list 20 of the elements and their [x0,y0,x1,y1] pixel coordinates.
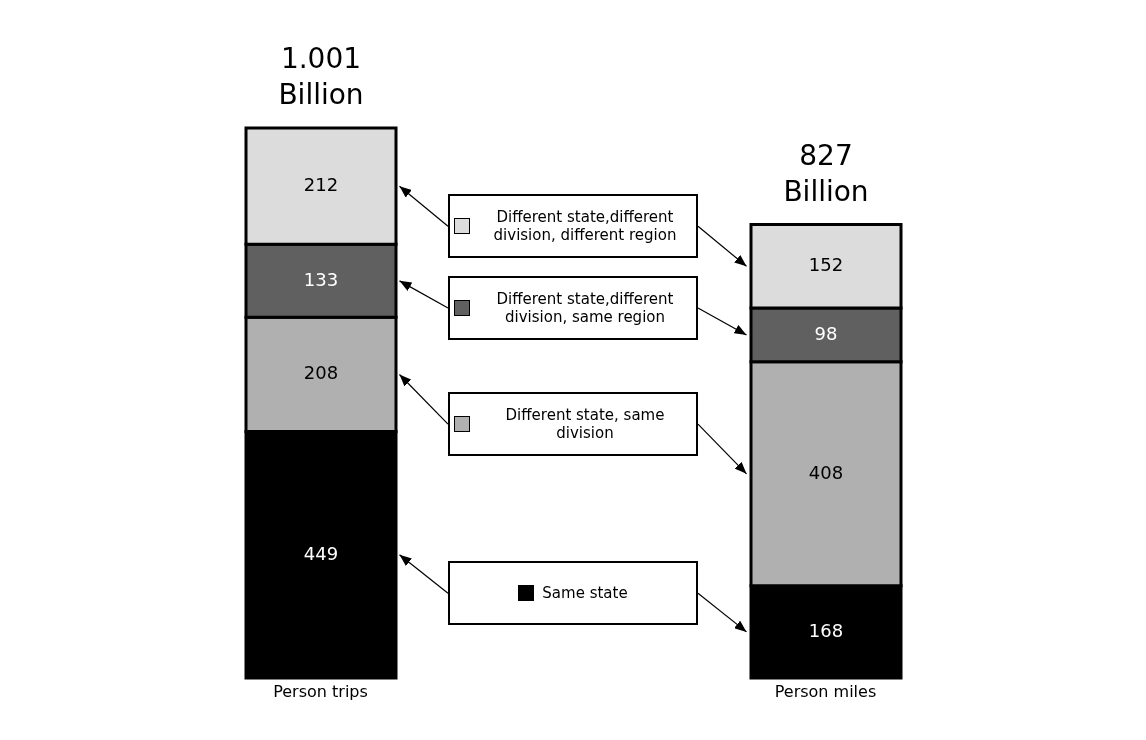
total-label: 827 Billion [783,138,869,208]
data-label: 152 [808,254,844,276]
data-label: 208 [303,362,339,384]
data-label: 212 [303,174,339,196]
callout-box: Different state,different division, different region [448,194,698,259]
legend-label: Different state,different division, different region [492,208,678,245]
legend-label: Same state [542,584,628,603]
x-tick-label: Person trips [273,682,368,702]
data-label: 133 [303,268,339,290]
legend-label: Different state,different division, same region [495,289,675,326]
total-label: 1.001 Billion [278,42,364,111]
data-label: 449 [303,542,339,564]
legend-label: Different state, same division [504,406,666,443]
callout-box: Same state [448,561,698,626]
data-label: 408 [808,461,844,483]
data-label: 98 [814,322,838,344]
data-label: 168 [808,619,844,641]
callout-box: Different state, same division [448,392,698,457]
callout-box: Different state,different division, same region [448,275,698,340]
x-tick-label: Person miles [774,682,877,702]
